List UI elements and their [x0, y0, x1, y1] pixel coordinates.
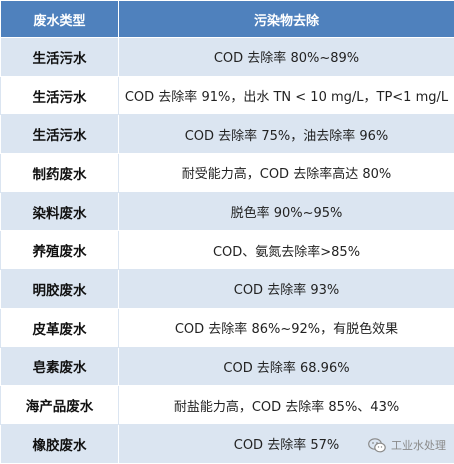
table-row: 养殖废水 COD、氨氮去除率>85% [1, 231, 454, 270]
table-header-row: 废水类型 污染物去除 [1, 1, 454, 38]
watermark: 工业水处理 [368, 437, 446, 453]
wastewater-type-cell: 皮革废水 [1, 308, 119, 347]
table-row: 制药废水 耐受能力高，COD 去除率高达 80% [1, 154, 454, 193]
wastewater-type-cell: 皂素废水 [1, 347, 119, 386]
table-row: 皂素废水 COD 去除率 68.96% [1, 347, 454, 386]
table-row: 明胶废水 COD 去除率 93% [1, 270, 454, 309]
wechat-icon [368, 438, 386, 453]
removal-cell: 耐受能力高，COD 去除率高达 80% [119, 154, 454, 193]
wastewater-type-cell: 生活污水 [1, 115, 119, 154]
removal-cell: COD、氨氮去除率>85% [119, 231, 454, 270]
table-row: 染料废水 脱色率 90%~95% [1, 192, 454, 231]
header-pollutant-removal: 污染物去除 [119, 1, 454, 38]
removal-cell: COD 去除率 86%~92%，有脱色效果 [119, 308, 454, 347]
removal-cell: COD 去除率 75%，油去除率 96% [119, 115, 454, 154]
wastewater-type-cell: 生活污水 [1, 38, 119, 77]
wastewater-type-cell: 养殖废水 [1, 231, 119, 270]
removal-cell: 耐盐能力高，COD 去除率 85%、43% [119, 386, 454, 425]
table-row: 生活污水 COD 去除率 91%，出水 TN < 10 mg/L，TP<1 mg… [1, 76, 454, 115]
table-row: 皮革废水 COD 去除率 86%~92%，有脱色效果 [1, 308, 454, 347]
header-wastewater-type: 废水类型 [1, 1, 119, 38]
wastewater-type-cell: 染料废水 [1, 192, 119, 231]
table-row: 海产品废水 耐盐能力高，COD 去除率 85%、43% [1, 386, 454, 425]
wastewater-type-cell: 橡胶废水 [1, 424, 119, 463]
removal-cell: COD 去除率 93% [119, 270, 454, 309]
removal-cell: COD 去除率 68.96% [119, 347, 454, 386]
table-row: 生活污水 COD 去除率 75%，油去除率 96% [1, 115, 454, 154]
wastewater-type-cell: 制药废水 [1, 154, 119, 193]
wastewater-type-cell: 生活污水 [1, 76, 119, 115]
table-row: 生活污水 COD 去除率 80%~89% [1, 38, 454, 77]
wastewater-type-cell: 海产品废水 [1, 386, 119, 425]
removal-cell: COD 去除率 91%，出水 TN < 10 mg/L，TP<1 mg/L [119, 76, 454, 115]
wastewater-type-cell: 明胶废水 [1, 270, 119, 309]
removal-cell: 脱色率 90%~95% [119, 192, 454, 231]
watermark-text: 工业水处理 [391, 437, 446, 453]
removal-cell: COD 去除率 80%~89% [119, 38, 454, 77]
